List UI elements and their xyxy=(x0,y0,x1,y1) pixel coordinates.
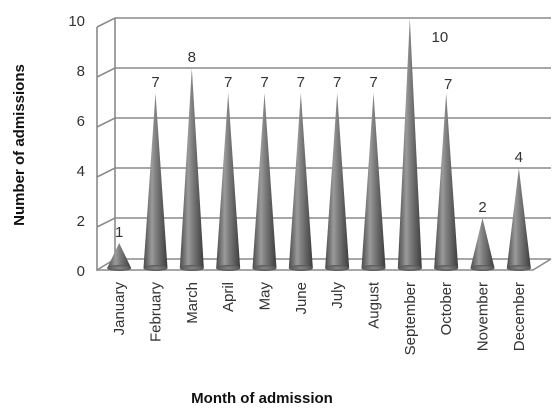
data-label: 4 xyxy=(515,149,523,166)
cone-body xyxy=(288,93,313,271)
cone-body xyxy=(397,18,422,271)
cone-body xyxy=(361,93,386,271)
x-tick-label: May xyxy=(257,282,274,311)
cone-bar xyxy=(288,93,313,271)
gridlines xyxy=(96,17,551,228)
data-label: 7 xyxy=(224,74,232,91)
y-tick-label: 8 xyxy=(77,63,85,80)
cone-base xyxy=(506,265,531,271)
data-label: 7 xyxy=(297,74,305,91)
cone-body xyxy=(325,93,350,271)
y-tick-label: 0 xyxy=(77,263,85,280)
cone-base xyxy=(252,265,277,271)
data-label: 7 xyxy=(260,74,268,91)
cone-bar xyxy=(397,18,422,271)
cone-body xyxy=(143,93,168,271)
gridline xyxy=(96,17,551,28)
y-axis-label: Number of admissions xyxy=(11,64,28,226)
y-tick-labels: 0 2 4 6 8 10 xyxy=(68,13,85,280)
cone-base xyxy=(179,265,204,271)
y-tick-label: 10 xyxy=(68,13,85,30)
cone-body xyxy=(252,93,277,271)
cone-base xyxy=(397,265,422,271)
x-tick-label: February xyxy=(148,282,165,343)
cone-bar xyxy=(470,218,495,271)
cone-bar xyxy=(325,93,350,271)
x-axis-label: Month of admission xyxy=(191,390,333,407)
cone-bar xyxy=(216,93,241,271)
side-wall xyxy=(96,27,116,272)
cone-base xyxy=(361,265,386,271)
cone-base xyxy=(107,265,132,271)
cone-body xyxy=(179,68,204,271)
cone-bar xyxy=(434,93,459,271)
cone-base xyxy=(216,265,241,271)
x-tick-label: November xyxy=(475,282,492,351)
cone-base xyxy=(325,265,350,271)
cone-base xyxy=(143,265,168,271)
data-label: 7 xyxy=(369,74,377,91)
data-labels: 1 7 8 7 7 7 7 7 10 7 2 4 xyxy=(115,29,523,241)
data-label: 2 xyxy=(478,199,486,216)
cone-bar xyxy=(143,93,168,271)
cone-bar xyxy=(361,93,386,271)
x-tick-label: December xyxy=(511,282,528,351)
y-tick-label: 6 xyxy=(77,113,85,130)
data-label: 7 xyxy=(333,74,341,91)
cone-body xyxy=(216,93,241,271)
x-tick-label: April xyxy=(220,282,237,312)
x-tick-labels: January February March April May June July Augu… xyxy=(111,281,528,355)
y-tick-label: 2 xyxy=(77,213,85,230)
x-tick-label: October xyxy=(438,282,455,335)
cone-bar xyxy=(506,168,531,271)
cone-bar xyxy=(107,243,132,271)
data-label: 7 xyxy=(444,76,452,93)
x-tick-label: August xyxy=(366,281,383,329)
data-label: 7 xyxy=(151,74,159,91)
cone-base xyxy=(434,265,459,271)
data-label: 10 xyxy=(431,29,448,46)
cone-base xyxy=(288,265,313,271)
x-tick-label: January xyxy=(111,282,128,336)
x-tick-label: July xyxy=(329,282,346,309)
cones xyxy=(107,18,531,271)
floor xyxy=(97,258,552,271)
cone-bar xyxy=(179,68,204,271)
x-tick-label: September xyxy=(402,282,419,355)
data-label: 8 xyxy=(188,49,196,66)
y-tick-label: 4 xyxy=(77,163,85,180)
gridline xyxy=(96,117,551,128)
x-tick-label: March xyxy=(184,282,201,324)
cone-body xyxy=(506,168,531,271)
gridline xyxy=(96,167,551,178)
cone-bar xyxy=(252,93,277,271)
cone-base xyxy=(470,265,495,271)
cone-body xyxy=(107,243,132,271)
cone-body xyxy=(434,93,459,271)
cone-body xyxy=(470,218,495,271)
x-tick-label: June xyxy=(293,282,310,315)
gridline xyxy=(96,67,551,78)
data-label: 1 xyxy=(115,224,123,241)
